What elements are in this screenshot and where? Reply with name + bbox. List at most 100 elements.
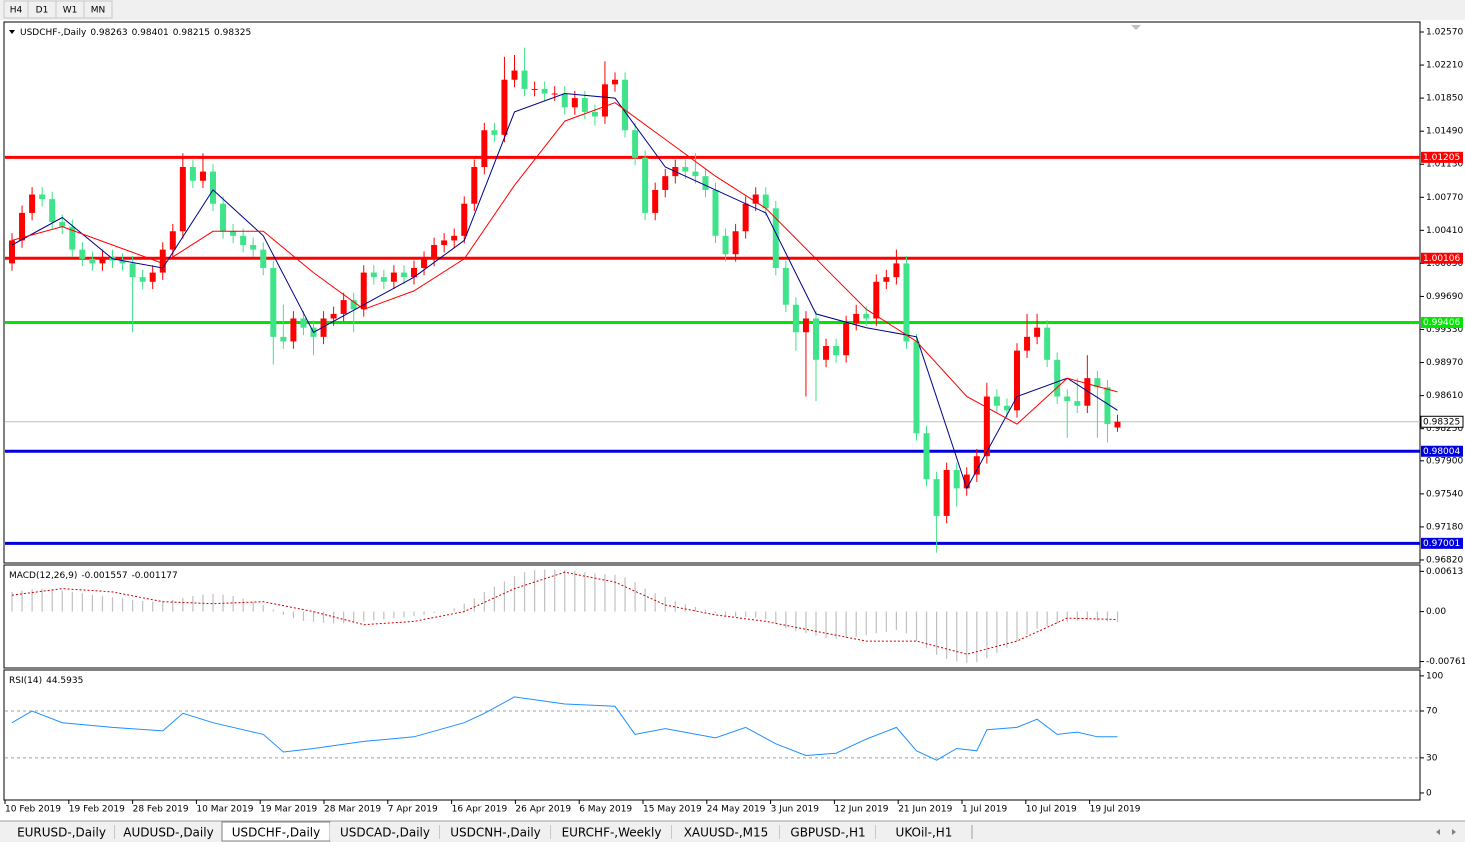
y-tick-label: 0.98610 — [1426, 391, 1463, 401]
candle-body — [782, 267, 789, 305]
candle-body — [843, 323, 850, 356]
candle-body — [903, 263, 910, 342]
candle-body — [501, 79, 508, 135]
candle-body — [813, 318, 819, 360]
y-tick-label: 0.98970 — [1426, 358, 1463, 368]
candle-body — [260, 249, 267, 268]
y-tick-label: 1.02570 — [1426, 28, 1463, 38]
x-tick-label: 24 May 2019 — [707, 805, 766, 815]
symbol-tab[interactable]: AUDUSD-,Daily — [115, 822, 223, 841]
candle-body — [923, 433, 930, 480]
candle-body — [280, 336, 287, 342]
symbol-tab[interactable]: GBPUSD-,H1 — [780, 822, 877, 841]
symbol-tab-label: XAUUSD-,M15 — [684, 826, 769, 840]
x-tick-label: 19 Jul 2019 — [1090, 805, 1141, 815]
level-price-label: 0.99406 — [1423, 318, 1460, 328]
candle-body — [823, 346, 830, 360]
y-tick-label: 0.00613 — [1426, 567, 1463, 577]
main-pane — [3, 21, 1421, 564]
candle-body — [511, 70, 518, 80]
candle-body — [642, 157, 649, 213]
candle-body — [1104, 387, 1111, 425]
symbol-tab-bg — [8, 822, 115, 841]
header-value: 44.5935 — [46, 676, 83, 686]
y-tick-label: 30 — [1426, 753, 1438, 763]
x-tick-label: 10 Mar 2019 — [196, 805, 253, 815]
candle-body — [1034, 327, 1041, 337]
candle-body — [722, 235, 729, 255]
x-tick-label: 28 Mar 2019 — [324, 805, 381, 815]
candle-body — [963, 474, 970, 489]
candle-body — [179, 166, 186, 232]
symbol-tab-label: EURUSD-,Daily — [17, 826, 106, 840]
candle-body — [561, 93, 568, 108]
pane-menu-arrow[interactable] — [9, 30, 15, 34]
y-tick-label: 1.01130 — [1426, 160, 1463, 170]
candle-body — [953, 469, 960, 489]
x-tick-label: 15 May 2019 — [643, 805, 702, 815]
rsi-line — [11, 696, 1118, 761]
timeframe-button[interactable]: H4 — [3, 0, 29, 19]
candle-body — [481, 130, 488, 167]
symbol-tab-bg — [551, 822, 672, 841]
candle-body — [39, 194, 46, 200]
y-tick-label: 0.97180 — [1426, 522, 1463, 532]
symbol-tab[interactable]: USDCHF-,Daily — [221, 821, 331, 842]
tab-scroll[interactable] — [1436, 829, 1456, 835]
level-price-label: 1.00106 — [1423, 254, 1460, 264]
candle-body — [1064, 396, 1071, 402]
macd-pane — [3, 564, 1421, 669]
x-tick-label: 21 Jun 2019 — [898, 805, 952, 815]
current-price-box — [1420, 415, 1464, 428]
y-tick-label: 0 — [1426, 788, 1432, 798]
y-tick-label: 0.96820 — [1426, 555, 1463, 565]
symbol-tab[interactable]: EURUSD-,Daily — [8, 822, 116, 841]
candle-body — [853, 313, 860, 324]
candle-body — [802, 318, 809, 333]
symbol-tab-label: USDCAD-,Daily — [340, 826, 430, 840]
x-tick-label: 26 Apr 2019 — [515, 805, 571, 815]
symbol-tab[interactable]: UKOil-,H1 — [876, 822, 973, 841]
x-tick-label: 12 Jun 2019 — [834, 805, 888, 815]
candle-body — [139, 277, 146, 282]
timeframe-label: H4 — [10, 6, 23, 16]
symbol-tab[interactable]: USDCAD-,Daily — [330, 822, 441, 841]
candle-body — [762, 194, 769, 209]
candle-body — [210, 171, 216, 204]
symbol-tab-label: USDCNH-,Daily — [450, 826, 541, 840]
timeframe-button[interactable]: MN — [83, 0, 113, 19]
y-tick-label: 1.00770 — [1426, 193, 1463, 203]
header-value: -0.001557 — [81, 571, 127, 581]
candle-body — [290, 318, 297, 342]
candle-body — [1084, 378, 1091, 406]
candle-body — [742, 203, 749, 232]
symbol-tab-bg — [440, 822, 551, 841]
header-value: 0.98215 — [173, 28, 210, 38]
symbol-tab[interactable]: XAUUSD-,M15 — [672, 822, 781, 841]
candle-body — [893, 263, 900, 278]
symbol-tab[interactable]: USDCNH-,Daily — [440, 822, 552, 841]
candle-body — [1044, 327, 1051, 360]
candle-body — [119, 260, 126, 264]
candle-body — [169, 231, 176, 250]
candle-body — [933, 479, 940, 516]
candle-body — [270, 267, 277, 337]
candle-body — [692, 171, 699, 177]
candle-body — [421, 258, 428, 268]
candle-body — [189, 166, 196, 181]
candle-body — [883, 277, 890, 282]
x-tick-label: 10 Jul 2019 — [1026, 805, 1077, 815]
symbol-tab[interactable]: EURCHF-,Weekly — [551, 822, 673, 841]
level-price-box — [1421, 445, 1463, 457]
candle-body — [99, 256, 106, 264]
timeframe-button[interactable]: W1 — [55, 0, 85, 19]
header-value: -0.001177 — [132, 571, 178, 581]
candle-body — [411, 267, 417, 278]
candle-body — [491, 130, 498, 135]
candle-body — [581, 98, 588, 112]
candle-body — [772, 208, 779, 268]
timeframe-button[interactable]: D1 — [27, 0, 57, 19]
candle-body — [591, 111, 598, 117]
candle-body — [49, 199, 56, 223]
candle-body — [250, 245, 257, 250]
